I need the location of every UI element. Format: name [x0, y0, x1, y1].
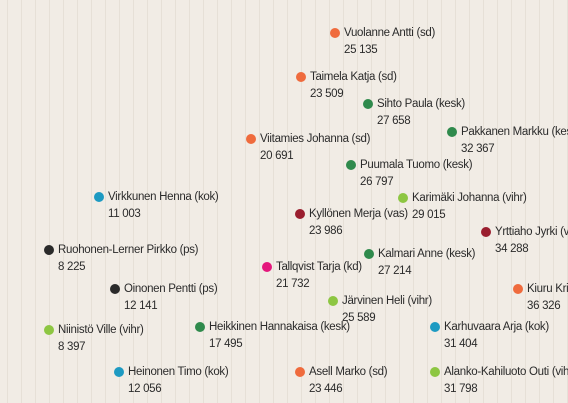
candidate-votes: 23 446	[309, 383, 342, 395]
candidate-name: Virkkunen Henna (kok)	[108, 191, 219, 203]
party-dot	[44, 245, 54, 255]
candidate-votes: 29 015	[412, 209, 445, 221]
candidate-name: Kiuru Kri	[527, 283, 568, 295]
candidate-votes: 32 367	[461, 143, 494, 155]
party-dot	[295, 209, 305, 219]
party-dot	[296, 72, 306, 82]
candidate-votes: 23 986	[309, 225, 342, 237]
party-dot	[363, 99, 373, 109]
candidate-name: Pakkanen Markku (kesk)	[461, 126, 568, 138]
candidate-name: Kyllönen Merja (vas)	[309, 208, 408, 220]
candidate-name: Niinistö Ville (vihr)	[58, 324, 144, 336]
party-dot	[110, 284, 120, 294]
candidate-name: Tallqvist Tarja (kd)	[276, 261, 362, 273]
candidate-votes: 36 326	[527, 300, 560, 312]
party-dot	[447, 127, 457, 137]
candidate-votes: 8 225	[58, 261, 85, 273]
candidate-votes: 23 509	[310, 88, 343, 100]
candidate-votes: 27 214	[378, 265, 412, 277]
party-dot	[246, 134, 256, 144]
candidate-votes: 8 397	[58, 341, 85, 353]
candidate-name: Ruohonen-Lerner Pirkko (ps)	[58, 244, 199, 256]
candidate-name: Yrttiaho Jyrki (vas)	[495, 226, 568, 238]
candidate-votes: 20 691	[260, 150, 293, 162]
candidate-name: Sihto Paula (kesk)	[377, 98, 465, 110]
candidate-votes: 25 589	[342, 312, 375, 324]
candidate-name: Järvinen Heli (vihr)	[342, 295, 432, 307]
party-dot	[430, 322, 440, 332]
party-dot	[330, 28, 340, 38]
candidate-name: Asell Marko (sd)	[309, 366, 388, 378]
candidate-votes: 34 288	[495, 243, 528, 255]
candidate-name: Karimäki Johanna (vihr)	[412, 192, 527, 204]
party-dot	[114, 367, 124, 377]
candidate-votes: 12 056	[128, 383, 161, 395]
candidate-votes: 27 658	[377, 115, 410, 127]
candidate-votes: 17 495	[209, 338, 242, 350]
candidate-name: Vuolanne Antti (sd)	[344, 27, 436, 39]
party-dot	[94, 192, 104, 202]
candidate-votes: 25 135	[344, 44, 377, 56]
candidate-name: Heinonen Timo (kok)	[128, 366, 229, 378]
candidate-name: Taimela Katja (sd)	[310, 71, 397, 83]
party-dot	[295, 367, 305, 377]
party-dot	[481, 227, 491, 237]
party-dot	[398, 193, 408, 203]
candidate-name: Puumala Tuomo (kesk)	[360, 159, 473, 171]
party-dot	[328, 296, 338, 306]
candidate-votes: 26 797	[360, 176, 393, 188]
party-dot	[430, 367, 440, 377]
candidate-name: Oinonen Pentti (ps)	[124, 283, 218, 295]
party-dot	[262, 262, 272, 272]
candidate-votes: 12 141	[124, 300, 157, 312]
candidate-votes: 21 732	[276, 278, 309, 290]
candidate-votes: 31 404	[444, 338, 478, 350]
candidate-name: Heikkinen Hannakaisa (kesk)	[209, 321, 350, 333]
candidate-name: Viitamies Johanna (sd)	[260, 133, 371, 145]
candidate-votes: 11 003	[108, 208, 141, 220]
candidate-votes: 31 798	[444, 383, 477, 395]
candidate-name: Kalmari Anne (kesk)	[378, 248, 476, 260]
party-dot	[44, 325, 54, 335]
candidate-name: Alanko-Kahiluoto Outi (vihr)	[444, 366, 568, 378]
party-dot	[195, 322, 205, 332]
party-dot	[346, 160, 356, 170]
candidate-name: Karhuvaara Arja (kok)	[444, 321, 549, 333]
party-dot	[513, 284, 523, 294]
party-dot	[364, 249, 374, 259]
